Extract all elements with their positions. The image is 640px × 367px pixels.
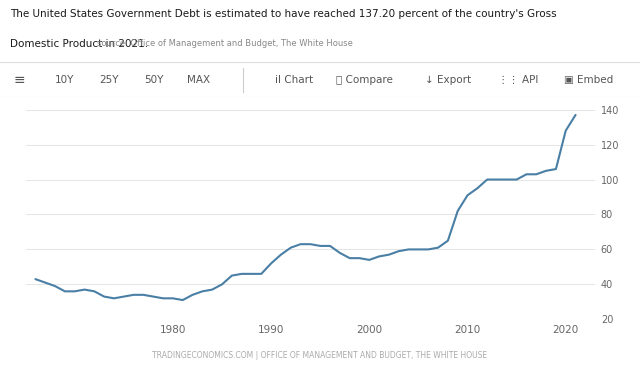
Text: ▣ Embed: ▣ Embed xyxy=(564,75,613,85)
Text: 25Y: 25Y xyxy=(99,75,118,85)
Text: 50Y: 50Y xyxy=(144,75,163,85)
Text: il Chart: il Chart xyxy=(275,75,314,85)
Text: source  Office of Management and Budget, The White House: source Office of Management and Budget, … xyxy=(97,39,353,48)
Text: 10Y: 10Y xyxy=(54,75,74,85)
Text: ⋮⋮ API: ⋮⋮ API xyxy=(498,75,539,85)
Text: ≡: ≡ xyxy=(13,73,25,87)
Text: ⥇ Compare: ⥇ Compare xyxy=(337,75,393,85)
Text: The United States Government Debt is estimated to have reached 137.20 percent of: The United States Government Debt is est… xyxy=(10,9,556,19)
Text: TRADINGECONOMICS.COM | OFFICE OF MANAGEMENT AND BUDGET, THE WHITE HOUSE: TRADINGECONOMICS.COM | OFFICE OF MANAGEM… xyxy=(152,350,488,360)
Text: Domestic Product in 2021.: Domestic Product in 2021. xyxy=(10,39,148,48)
Text: MAX: MAX xyxy=(187,75,210,85)
Text: ↓ Export: ↓ Export xyxy=(425,75,471,85)
